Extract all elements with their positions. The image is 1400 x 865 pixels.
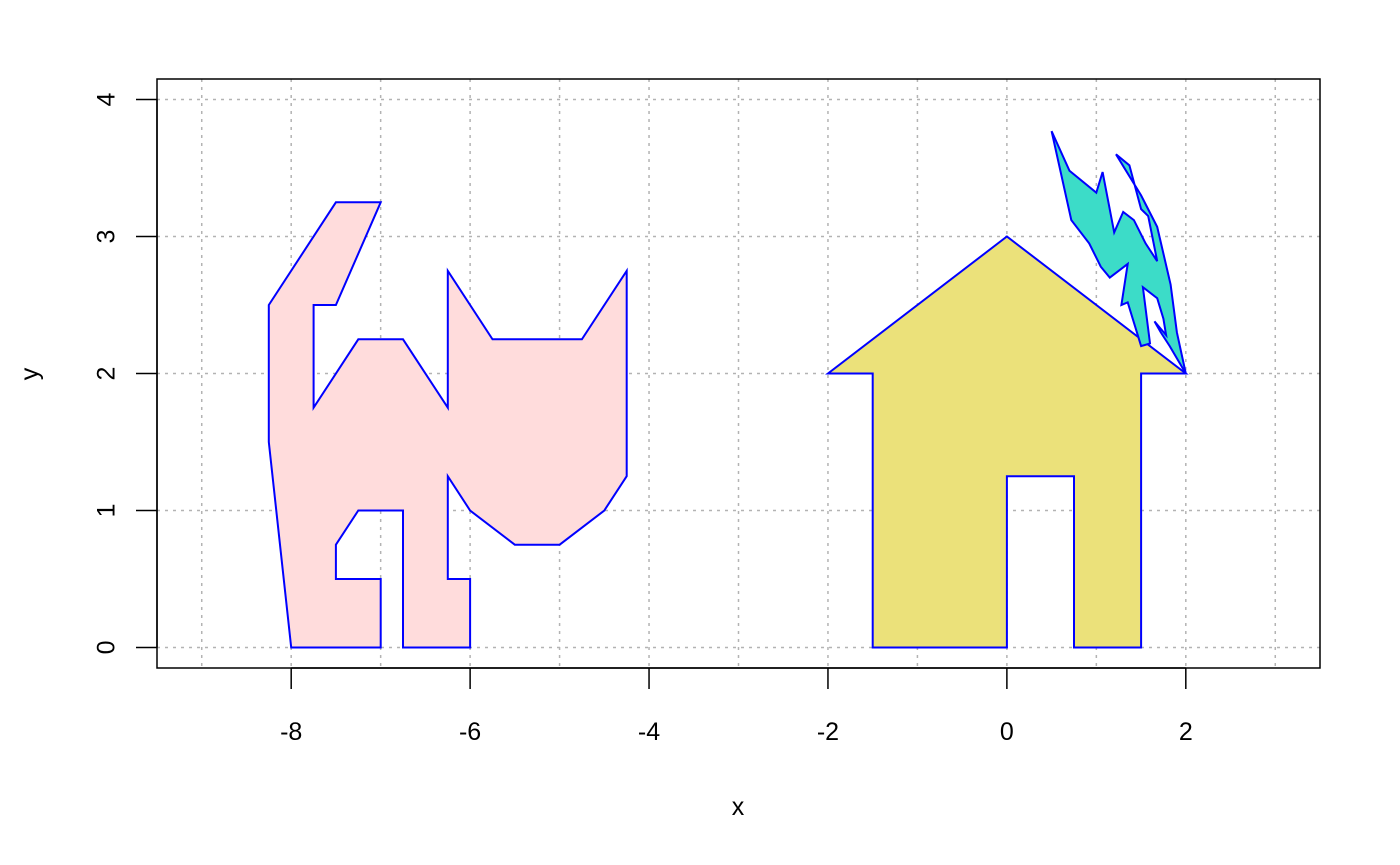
x-tick-label: -2 — [817, 718, 839, 746]
flame-polygon — [1050, 130, 1187, 375]
x-axis-label: x — [732, 793, 745, 821]
y-tick-label: 3 — [93, 230, 121, 244]
axes: -8 -6 -4 -2 0 2 0 1 2 3 4 — [93, 92, 1193, 746]
x-tick-label: -8 — [280, 718, 302, 746]
house-polygon — [825, 235, 1189, 649]
x-tick-label: -4 — [638, 718, 660, 746]
cat-polygon — [267, 201, 628, 649]
y-tick-label: 2 — [93, 367, 121, 381]
x-tick-label: -6 — [459, 718, 481, 746]
y-tick-label: 1 — [93, 504, 121, 518]
x-tick-label: 2 — [1179, 718, 1193, 746]
y-axis-label: y — [16, 367, 44, 380]
polygon-shapes — [267, 130, 1189, 649]
y-tick-label: 4 — [93, 92, 121, 106]
y-tick-label: 0 — [93, 641, 121, 655]
x-tick-label: 0 — [1000, 718, 1014, 746]
